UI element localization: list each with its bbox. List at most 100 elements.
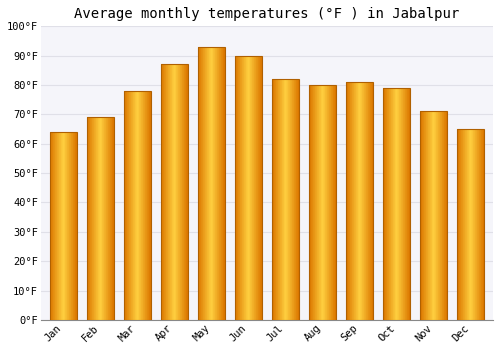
Bar xyxy=(171,64,172,320)
Bar xyxy=(249,56,250,320)
Bar xyxy=(334,85,336,320)
Bar xyxy=(142,91,144,320)
Bar xyxy=(479,129,480,320)
Bar xyxy=(71,132,72,320)
Bar xyxy=(324,85,326,320)
Bar xyxy=(423,111,424,320)
Bar xyxy=(175,64,176,320)
Bar xyxy=(439,111,440,320)
Bar xyxy=(165,64,166,320)
Bar xyxy=(216,47,217,320)
Bar xyxy=(426,111,427,320)
Bar xyxy=(420,111,447,320)
Bar xyxy=(56,132,57,320)
Bar xyxy=(124,91,150,320)
Bar xyxy=(63,132,64,320)
Bar xyxy=(384,88,410,320)
Bar xyxy=(396,88,398,320)
Bar xyxy=(240,56,241,320)
Bar xyxy=(392,88,394,320)
Bar xyxy=(367,82,368,320)
Bar xyxy=(101,117,102,320)
Bar xyxy=(67,132,68,320)
Bar xyxy=(220,47,221,320)
Bar xyxy=(245,56,246,320)
Bar xyxy=(278,79,279,320)
Bar xyxy=(58,132,59,320)
Bar xyxy=(282,79,283,320)
Bar xyxy=(328,85,330,320)
Bar xyxy=(164,64,165,320)
Bar xyxy=(202,47,203,320)
Bar xyxy=(106,117,107,320)
Bar xyxy=(425,111,426,320)
Bar xyxy=(477,129,478,320)
Bar xyxy=(370,82,371,320)
Bar xyxy=(59,132,60,320)
Bar xyxy=(310,85,312,320)
Bar xyxy=(99,117,100,320)
Bar xyxy=(237,56,238,320)
Bar xyxy=(429,111,430,320)
Bar xyxy=(140,91,141,320)
Bar xyxy=(272,79,299,320)
Bar xyxy=(372,82,373,320)
Bar xyxy=(285,79,286,320)
Bar xyxy=(441,111,442,320)
Bar xyxy=(74,132,75,320)
Bar xyxy=(201,47,202,320)
Bar xyxy=(291,79,292,320)
Bar xyxy=(468,129,469,320)
Bar xyxy=(161,64,188,320)
Bar xyxy=(221,47,222,320)
Bar xyxy=(258,56,259,320)
Bar xyxy=(434,111,435,320)
Bar xyxy=(402,88,404,320)
Bar xyxy=(176,64,177,320)
Bar xyxy=(346,82,347,320)
Bar xyxy=(161,64,162,320)
Bar xyxy=(326,85,328,320)
Bar xyxy=(287,79,288,320)
Bar xyxy=(218,47,219,320)
Bar xyxy=(458,129,484,320)
Bar xyxy=(75,132,76,320)
Bar xyxy=(371,82,372,320)
Bar xyxy=(322,85,324,320)
Bar xyxy=(428,111,429,320)
Bar xyxy=(148,91,150,320)
Bar xyxy=(209,47,210,320)
Bar xyxy=(352,82,353,320)
Bar xyxy=(98,117,99,320)
Bar xyxy=(253,56,254,320)
Bar xyxy=(320,85,322,320)
Bar xyxy=(64,132,65,320)
Bar xyxy=(126,91,128,320)
Bar xyxy=(437,111,438,320)
Bar xyxy=(424,111,425,320)
Bar xyxy=(471,129,472,320)
Bar xyxy=(235,56,236,320)
Bar xyxy=(104,117,105,320)
Bar xyxy=(446,111,447,320)
Bar xyxy=(292,79,293,320)
Bar xyxy=(310,85,336,320)
Bar xyxy=(250,56,251,320)
Bar xyxy=(356,82,357,320)
Bar xyxy=(62,132,63,320)
Bar xyxy=(222,47,223,320)
Bar xyxy=(433,111,434,320)
Bar xyxy=(185,64,186,320)
Bar xyxy=(138,91,140,320)
Bar xyxy=(386,88,388,320)
Bar xyxy=(183,64,184,320)
Bar xyxy=(213,47,214,320)
Bar xyxy=(224,47,225,320)
Bar xyxy=(366,82,367,320)
Bar xyxy=(244,56,245,320)
Bar xyxy=(163,64,164,320)
Bar xyxy=(112,117,113,320)
Bar xyxy=(261,56,262,320)
Bar xyxy=(252,56,253,320)
Bar xyxy=(318,85,320,320)
